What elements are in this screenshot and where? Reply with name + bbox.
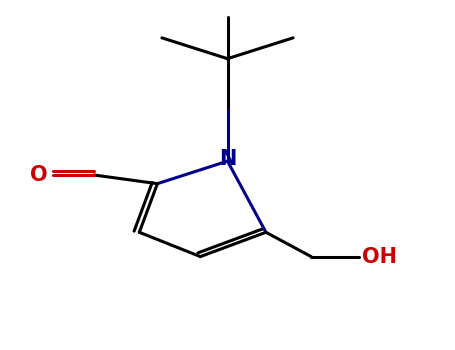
Text: O: O <box>30 165 48 185</box>
Text: N: N <box>219 149 236 169</box>
Text: OH: OH <box>362 247 397 267</box>
